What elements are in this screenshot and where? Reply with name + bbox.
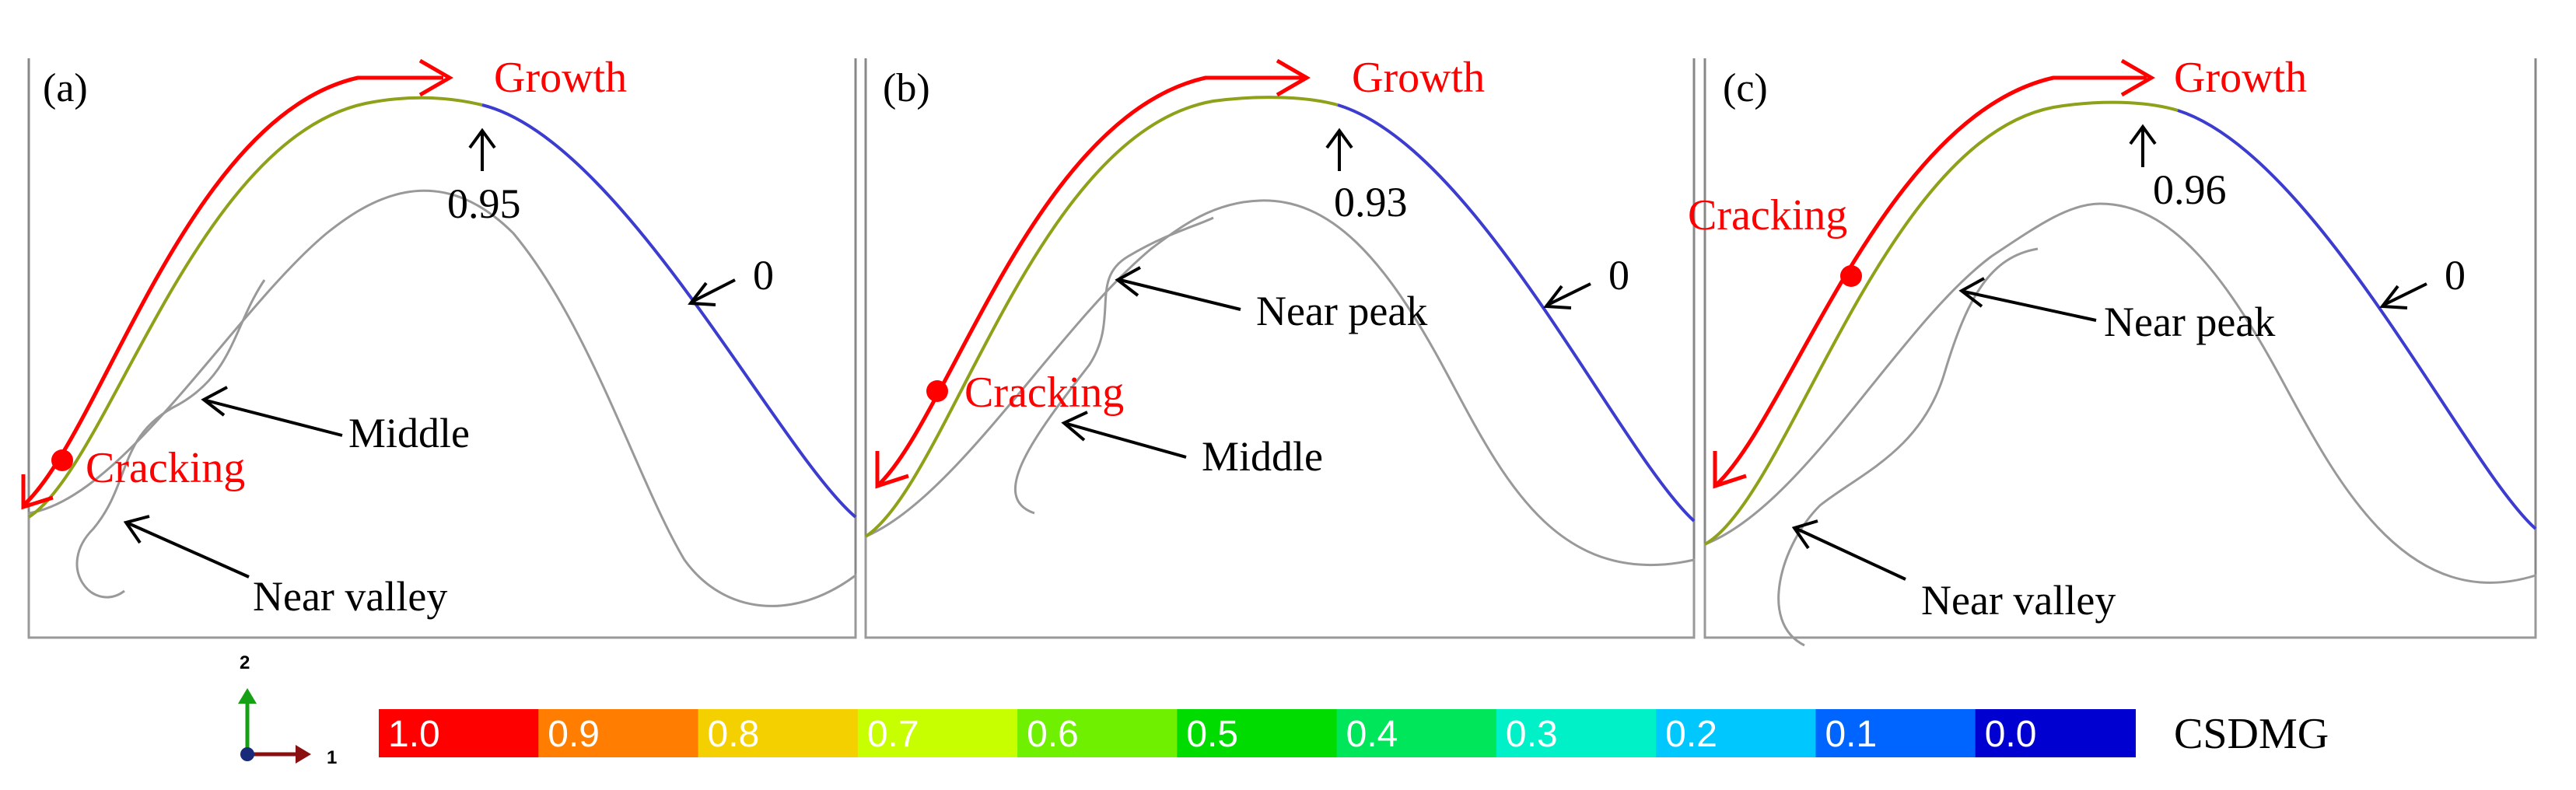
panel-b-annotation-2: Middle: [1202, 433, 1323, 480]
colorbar-title: CSDMG: [2174, 710, 2329, 758]
panel-c-slip-band: [1777, 247, 2039, 647]
panel-c-label: (c): [1723, 66, 1768, 110]
colorbar-tick-label: 1.0: [388, 714, 440, 755]
panel-a-intact-surface: [481, 103, 857, 519]
colorbar-tick-label: 0.3: [1506, 714, 1558, 755]
panel-c-growth-label: Growth: [2174, 54, 2307, 102]
panel-a-annotation-arrow-1: [201, 386, 343, 437]
panel-c-annotation-1: Near peak: [2104, 299, 2275, 345]
panel-c-intact-surface: [2177, 109, 2537, 530]
panel-a-crack-origin-dot: [51, 449, 73, 471]
colorbar-tick-label: 0.2: [1665, 714, 1717, 755]
colorbar-segment: [1017, 709, 1178, 757]
colorbar-segment: [1336, 709, 1497, 757]
panel-a-annotation-2: Near valley: [253, 573, 447, 620]
panel-c-peak-arrow: [2129, 124, 2157, 167]
colorbar-tick-label: 0.6: [1027, 714, 1079, 755]
panel-c-tooth-outline: [1703, 202, 2537, 639]
panel-c-border: [1703, 58, 2537, 638]
panel-a-cracking-label: Cracking: [86, 444, 245, 492]
colorbar-segment: [1496, 709, 1657, 757]
panel-c-crack-path: [1713, 75, 2147, 488]
panel-c-crack-origin-dot: [1840, 265, 1862, 287]
panel-c-growth-arrowhead: [2120, 58, 2155, 97]
panel-b: (b) Growth Cracking 0.93 0 Near peak Mid…: [864, 54, 1696, 639]
colorbar-tick-label: 0.5: [1186, 714, 1238, 755]
panel-a-cracking-arrowhead: [21, 474, 54, 510]
panel-a: (a) Growth Cracking 0.95 0 Middle Near v…: [21, 54, 857, 639]
panel-c-end-value: 0: [2445, 252, 2466, 299]
colorbar-segment: [857, 709, 1019, 757]
panel-c: (c) Growth Cracking 0.96 0 Near peak Nea…: [1688, 54, 2537, 647]
panel-b-peak-value: 0.93: [1334, 179, 1408, 225]
axis-triad: 2 1: [238, 652, 337, 768]
colorbar-segment: [1975, 709, 2136, 757]
panel-b-peak-arrow: [1325, 128, 1353, 171]
panel-c-cracking-label: Cracking: [1688, 191, 1847, 239]
panel-b-slip-band: [1013, 216, 1214, 515]
panel-b-annotation-arrow-1: [1115, 266, 1241, 311]
panel-b-end-arrow: [1543, 282, 1591, 309]
colorbar-tick-label: 0.0: [1985, 714, 2037, 755]
panel-b-annotation-1: Near peak: [1256, 288, 1427, 334]
colorbar-segment: [698, 709, 859, 757]
colorbar-tick-label: 0.8: [708, 714, 760, 755]
panel-b-crack-origin-dot: [926, 380, 948, 402]
panel-a-damaged-surface: [27, 96, 483, 519]
panel-c-annotation-arrow-2: [1791, 519, 1906, 581]
panel-a-slip-band: [75, 279, 266, 599]
panel-b-label: (b): [883, 66, 930, 110]
panel-b-tooth-outline: [864, 199, 1696, 639]
panel-a-growth-label: Growth: [494, 54, 627, 102]
panel-a-end-arrow: [688, 278, 736, 306]
panel-b-cracking-label: Cracking: [964, 369, 1124, 417]
panel-c-annotation-2: Near valley: [1921, 577, 2116, 624]
panel-b-intact-surface: [1337, 103, 1696, 523]
panel-b-annotation-arrow-2: [1061, 411, 1187, 459]
axis-triad-horizontal-label: 1: [327, 747, 337, 768]
panel-b-growth-label: Growth: [1352, 54, 1485, 102]
panel-a-peak-value: 0.95: [447, 180, 521, 227]
panel-a-tooth-outline: [27, 189, 857, 639]
colorbar: 1.0 0.9 0.8 0.7 0.6 0.5 0.4 0.3 0.2 0.1 0.0: [379, 709, 2136, 757]
panel-c-peak-value: 0.96: [2153, 166, 2227, 213]
panel-a-annotation-arrow-2: [123, 515, 250, 579]
panel-a-label: (a): [43, 66, 88, 110]
panel-b-damaged-surface: [864, 96, 1339, 538]
panel-b-cracking-arrowhead: [875, 451, 909, 489]
panel-a-end-value: 0: [753, 252, 774, 299]
panel-b-end-value: 0: [1608, 252, 1629, 299]
colorbar-segment: [379, 709, 540, 757]
panel-a-border: [27, 58, 857, 638]
panel-c-annotation-arrow-1: [1958, 277, 2097, 322]
panel-c-cracking-arrowhead: [1713, 451, 1747, 489]
colorbar-segment: [538, 709, 699, 757]
panel-a-annotation-1: Middle: [348, 410, 470, 456]
colorbar-segment: [1815, 709, 1976, 757]
panel-b-growth-arrowhead: [1276, 58, 1311, 97]
panel-a-peak-arrow: [468, 128, 496, 171]
panel-a-growth-arrowhead: [418, 58, 453, 97]
panel-c-damaged-surface: [1704, 100, 2179, 546]
colorbar-tick-label: 0.4: [1346, 714, 1398, 755]
colorbar-segment: [1177, 709, 1338, 757]
colorbar-tick-label: 0.1: [1825, 714, 1877, 755]
axis-triad-vertical-label: 2: [240, 652, 250, 673]
panel-b-crack-path: [876, 75, 1303, 488]
colorbar-tick-label: 0.7: [867, 714, 919, 755]
colorbar-tick-label: 0.9: [548, 714, 600, 755]
panel-c-end-arrow: [2379, 282, 2427, 309]
colorbar-segment: [1656, 709, 1817, 757]
